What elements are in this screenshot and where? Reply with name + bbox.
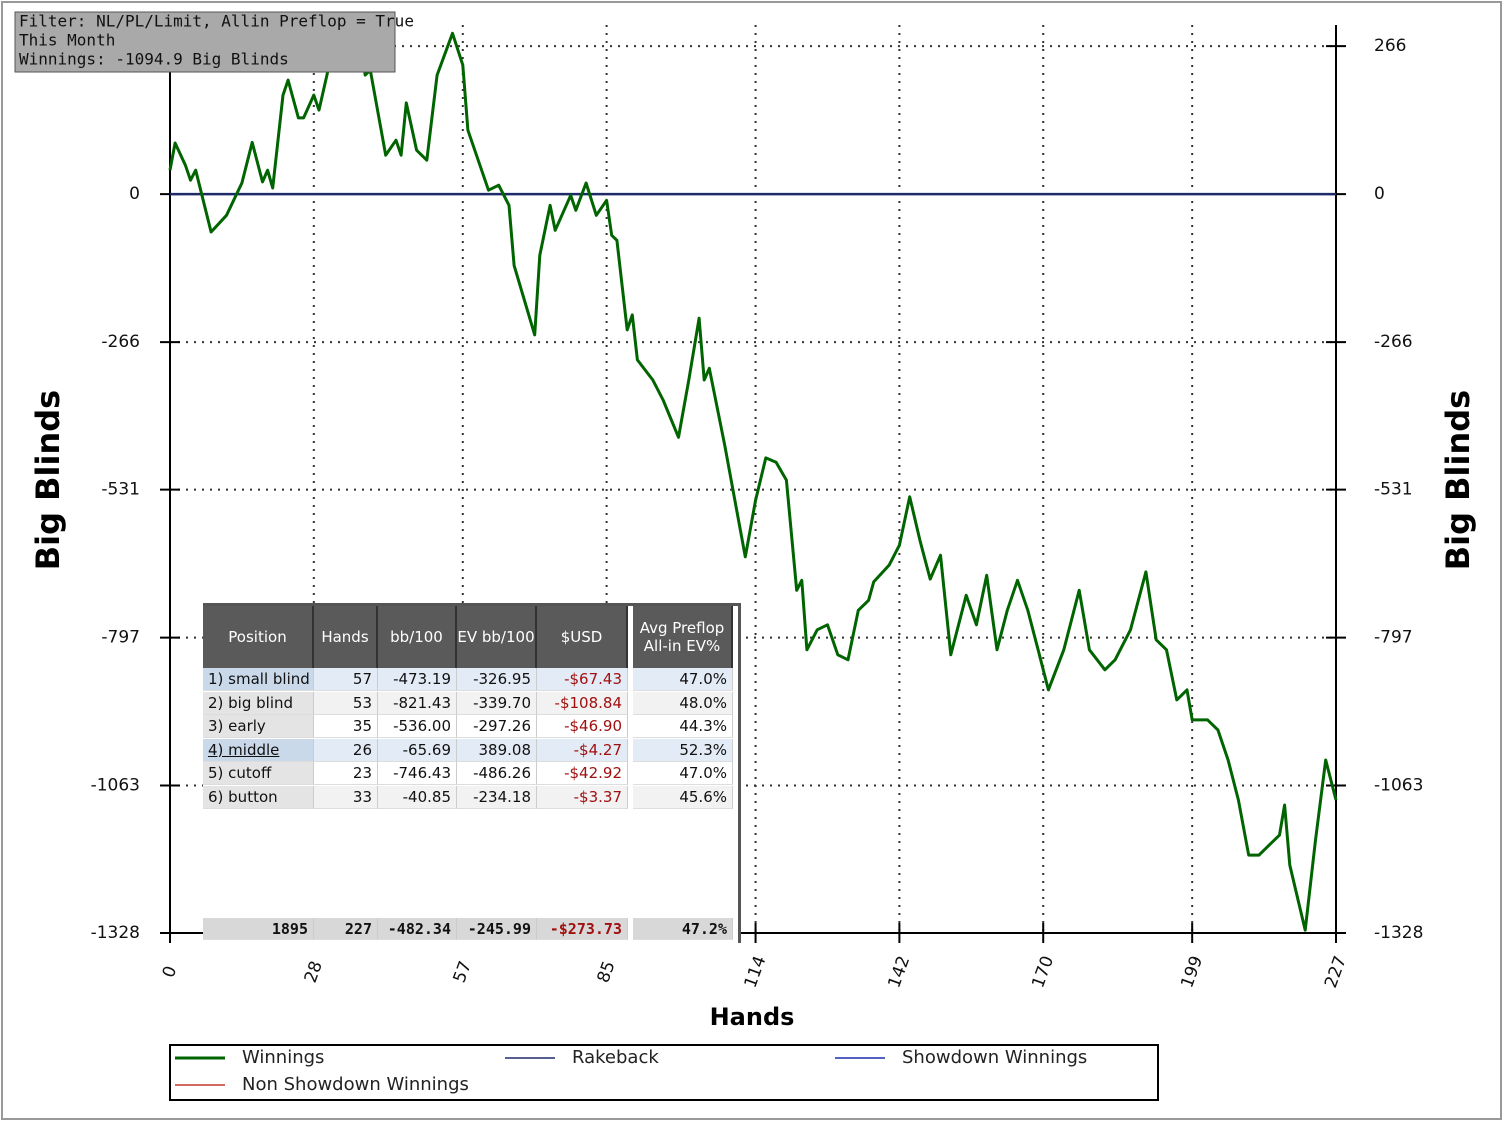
table-cell: -$108.84: [537, 691, 628, 715]
y2-axis-label: Big Blinds: [1439, 390, 1477, 570]
y-tick-label: 0: [129, 184, 140, 204]
total-cell: 227: [314, 918, 378, 940]
table-cell: -536.00: [378, 715, 457, 739]
table-cell: 5) cutoff: [203, 762, 314, 786]
y-tick-label: -266: [101, 332, 140, 352]
annotation: This Month: [19, 31, 115, 50]
total-cell: 47.2%: [633, 918, 733, 940]
table-cell: 33: [314, 786, 378, 809]
table-cell: -339.70: [457, 691, 537, 715]
total-cell: 1895: [203, 918, 314, 940]
table-cell: 26: [314, 738, 378, 762]
legend: [169, 1044, 1159, 1101]
table-cell: 3) early: [203, 715, 314, 739]
table-cell: 2) big blind: [203, 691, 314, 715]
table-cell: -$46.90: [537, 715, 628, 739]
column-header: Position: [203, 606, 314, 668]
table-cell: -746.43: [378, 762, 457, 786]
y2-tick-label: -797: [1374, 628, 1413, 648]
annotations: Filter: NL/PL/Limit, Allin Preflop = Tru…: [19, 12, 414, 69]
table-cell: -297.26: [457, 715, 537, 739]
total-cell: -$273.73: [537, 918, 628, 940]
table-cell: -326.95: [457, 668, 537, 691]
table-cell: -$3.37: [537, 786, 628, 809]
legend-label: Showdown Winnings: [902, 1047, 1087, 1068]
legend-label: Non Showdown Winnings: [242, 1074, 469, 1095]
y-tick-label: -531: [101, 480, 140, 500]
column-header: bb/100: [378, 606, 457, 668]
y2-tick-label: -1063: [1374, 776, 1423, 796]
table-cell: -$42.92: [537, 762, 628, 786]
legend-label: Winnings: [242, 1047, 324, 1068]
column-header: EV bb/100: [457, 606, 537, 668]
table-cell: -821.43: [378, 691, 457, 715]
y-axis-label: Big Blinds: [29, 390, 67, 570]
legend-entries: Winnings Rakeback Showdown Winnings Non Sho…: [175, 1047, 1087, 1095]
annotation: Winnings: -1094.9 Big Blinds: [19, 50, 289, 69]
total-cell: -482.34: [378, 918, 457, 940]
table-cell: -$4.27: [537, 738, 628, 762]
y-tick-label: -1063: [91, 776, 140, 796]
table-cell: 35: [314, 715, 378, 739]
table-cell: 4) middle: [203, 738, 314, 762]
y2-tick-label: 0: [1374, 184, 1385, 204]
table-cell: 1) small blind: [203, 668, 314, 691]
total-cell: -245.99: [457, 918, 537, 940]
table-cell: 389.08: [457, 738, 537, 762]
column-header: Avg Preflop All-in EV%: [633, 606, 733, 668]
table-cell: 47.0%: [633, 668, 733, 691]
filter-box: [14, 11, 396, 73]
table-cell: 45.6%: [633, 786, 733, 809]
y2-tick-label: -266: [1374, 332, 1413, 352]
table-cell: 52.3%: [633, 738, 733, 762]
annotation: Filter: NL/PL/Limit, Allin Preflop = Tru…: [19, 12, 414, 31]
y-tick-label: -1328: [91, 923, 140, 943]
table-cell: 53: [314, 691, 378, 715]
table-cell: 57: [314, 668, 378, 691]
table-cell: 44.3%: [633, 715, 733, 739]
column-header: Hands: [314, 606, 378, 668]
table-cell: 6) button: [203, 786, 314, 809]
table-cell: -234.18: [457, 786, 537, 809]
column-header: $USD: [537, 606, 628, 668]
y-tick-label: -797: [101, 628, 140, 648]
table-cell: -486.26: [457, 762, 537, 786]
table-cell: 23: [314, 762, 378, 786]
y2-tick-label: -1328: [1374, 923, 1423, 943]
legend-label: Rakeback: [572, 1047, 659, 1068]
table-cell: 47.0%: [633, 762, 733, 786]
table-cell: -65.69: [378, 738, 457, 762]
table-cell: -40.85: [378, 786, 457, 809]
table-cell: 48.0%: [633, 691, 733, 715]
stats-table: Position Hands bb/100 EV bb/100 $USD Avg Pref…: [203, 603, 741, 943]
y2-tick-label: 266: [1374, 36, 1406, 56]
table-cell: -473.19: [378, 668, 457, 691]
x-axis-label: Hands: [710, 1003, 795, 1031]
y2-tick-label: -531: [1374, 480, 1413, 500]
table-cell: -$67.43: [537, 668, 628, 691]
